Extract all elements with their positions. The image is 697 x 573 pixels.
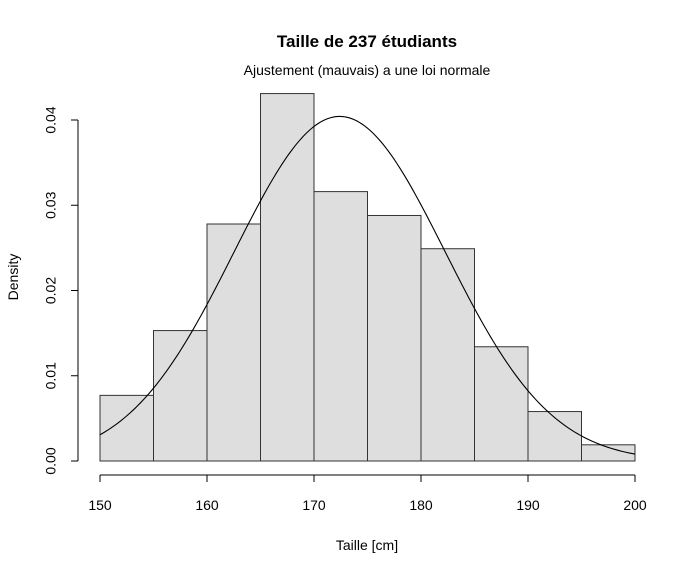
y-tick-label: 0.02: [43, 277, 59, 304]
histogram-bar: [313, 191, 368, 462]
x-tick-label: 150: [88, 497, 112, 513]
x-tick-label: 190: [516, 497, 540, 513]
x-axis: 150 160 170 180 190 200: [88, 474, 647, 513]
x-tick-label: 170: [302, 497, 326, 513]
histogram-bar: [153, 330, 208, 462]
histogram-bar: [581, 444, 636, 462]
histogram-bar: [474, 346, 529, 462]
histogram-bar: [99, 394, 154, 462]
histogram-bar: [420, 248, 475, 462]
y-axis-label: Density: [5, 254, 21, 301]
x-tick-label: 160: [195, 497, 219, 513]
x-tick-label: 180: [409, 497, 433, 513]
y-tick-label: 0.00: [43, 447, 59, 474]
histogram-bar: [206, 223, 261, 462]
chart-title: Taille de 237 étudiants: [277, 32, 457, 51]
y-tick-label: 0.01: [43, 362, 59, 389]
y-axis: 0.00 0.01 0.02 0.03 0.04: [43, 106, 79, 475]
histogram-bar: [260, 93, 315, 462]
x-axis-label: Taille [cm]: [336, 537, 398, 553]
y-tick-label: 0.04: [43, 106, 59, 133]
chart-subtitle: Ajustement (mauvais) a une loi normale: [244, 62, 491, 78]
y-tick-label: 0.03: [43, 191, 59, 218]
histogram-bars: [99, 93, 636, 462]
histogram-bar: [367, 214, 422, 462]
histogram-bar: [527, 411, 582, 462]
x-tick-label: 200: [623, 497, 647, 513]
normal-density-curve: [99, 115, 636, 455]
